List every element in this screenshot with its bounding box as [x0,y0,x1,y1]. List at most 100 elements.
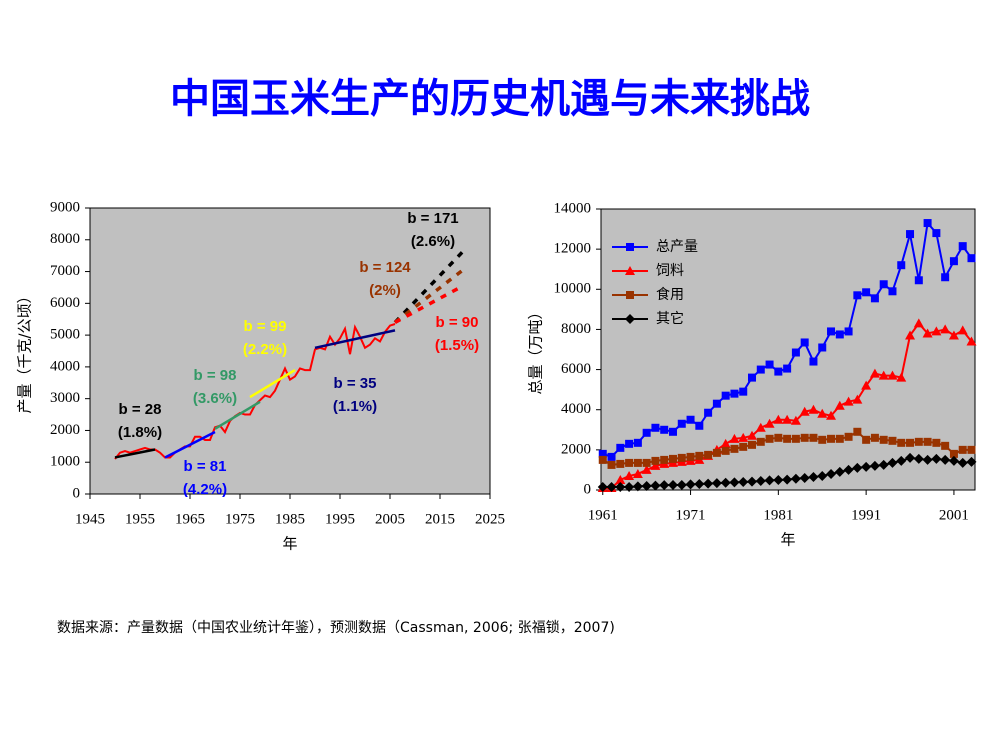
data-point [800,338,809,347]
data-point [905,452,916,463]
data-point [747,476,758,487]
data-point [773,474,784,485]
x-tick-label: 2005 [375,511,405,527]
data-point [721,446,730,455]
y-axis-label: 总量（万吨） [527,304,545,394]
legend-label: 食用 [656,286,684,303]
data-point [694,478,705,489]
data-point [625,439,634,448]
trend-label: b = 28 [119,401,162,418]
data-point [607,452,616,461]
data-point [808,404,819,414]
data-point [616,459,625,468]
data-point [966,456,977,467]
data-point [834,400,845,410]
data-point [835,330,844,339]
data-point [650,480,661,491]
x-tick-label: 1995 [325,511,355,527]
data-point [783,364,792,373]
data-point [940,454,951,465]
data-point [790,415,801,425]
data-point [835,434,844,443]
data-point [922,328,933,338]
data-point [853,427,862,436]
x-tick-label: 1965 [175,511,205,527]
data-point [843,396,854,406]
trend-label: b = 35 [334,375,377,392]
data-point [625,458,634,467]
data-point [704,450,713,459]
data-point [896,455,907,466]
data-point [782,474,793,485]
y-tick-label: 0 [584,481,592,497]
trend-rate: (2%) [369,282,401,299]
x-tick-label: 2025 [475,511,505,527]
x-tick-label: 1975 [225,511,255,527]
x-axis-label: 年 [780,531,795,549]
data-point [879,435,888,444]
legend-marker [625,266,635,275]
data-point [932,438,941,447]
data-point [818,343,827,352]
x-tick-label: 1955 [125,511,155,527]
data-point [861,461,872,472]
data-point [922,454,933,465]
data-point [764,475,775,486]
data-point [887,370,898,380]
y-tick-label: 8000 [561,321,591,337]
data-point [869,368,880,378]
data-point [941,273,950,282]
data-point [624,470,635,480]
trend-rate: (4.2%) [183,481,227,498]
data-point [677,419,686,428]
trend-rate: (3.6%) [193,390,237,407]
data-point [827,434,836,443]
data-point [844,432,853,441]
x-tick-label: 1981 [763,507,793,523]
data-point [712,399,721,408]
data-point [615,481,626,492]
data-point [948,455,959,466]
trend-label: b = 171 [407,210,458,227]
data-point [862,435,871,444]
data-point [826,468,837,479]
data-point [897,438,906,447]
data-point [668,454,677,463]
y-tick-label: 9000 [50,199,80,215]
data-point [809,433,818,442]
data-point [869,460,880,471]
x-tick-label: 1945 [75,511,105,527]
data-point [808,471,819,482]
data-point [923,437,932,446]
trend-rate: (2.6%) [411,233,455,250]
data-point [624,481,635,492]
data-point [730,389,739,398]
data-point [738,432,749,442]
data-point [633,458,642,467]
data-point [879,280,888,289]
data-point [932,229,941,238]
data-point [686,415,695,424]
data-point [948,330,959,340]
data-point [931,453,942,464]
data-point [931,326,942,336]
data-point [940,324,951,334]
x-tick-label: 2001 [939,507,969,523]
data-point [834,466,845,477]
data-point [862,288,871,297]
data-point [677,453,686,462]
data-point [748,373,757,382]
data-point [870,433,879,442]
data-point [765,434,774,443]
data-point [967,254,976,263]
data-point [748,440,757,449]
data-point [660,455,669,464]
trend-rate: (2.2%) [243,341,287,358]
data-point [756,437,765,446]
x-tick-label: 2015 [425,511,455,527]
data-point [606,481,617,492]
y-tick-label: 5000 [50,327,80,343]
data-point [826,410,837,420]
slide-title: 中国玉米生产的历史机遇与未来挑战 [170,76,810,122]
